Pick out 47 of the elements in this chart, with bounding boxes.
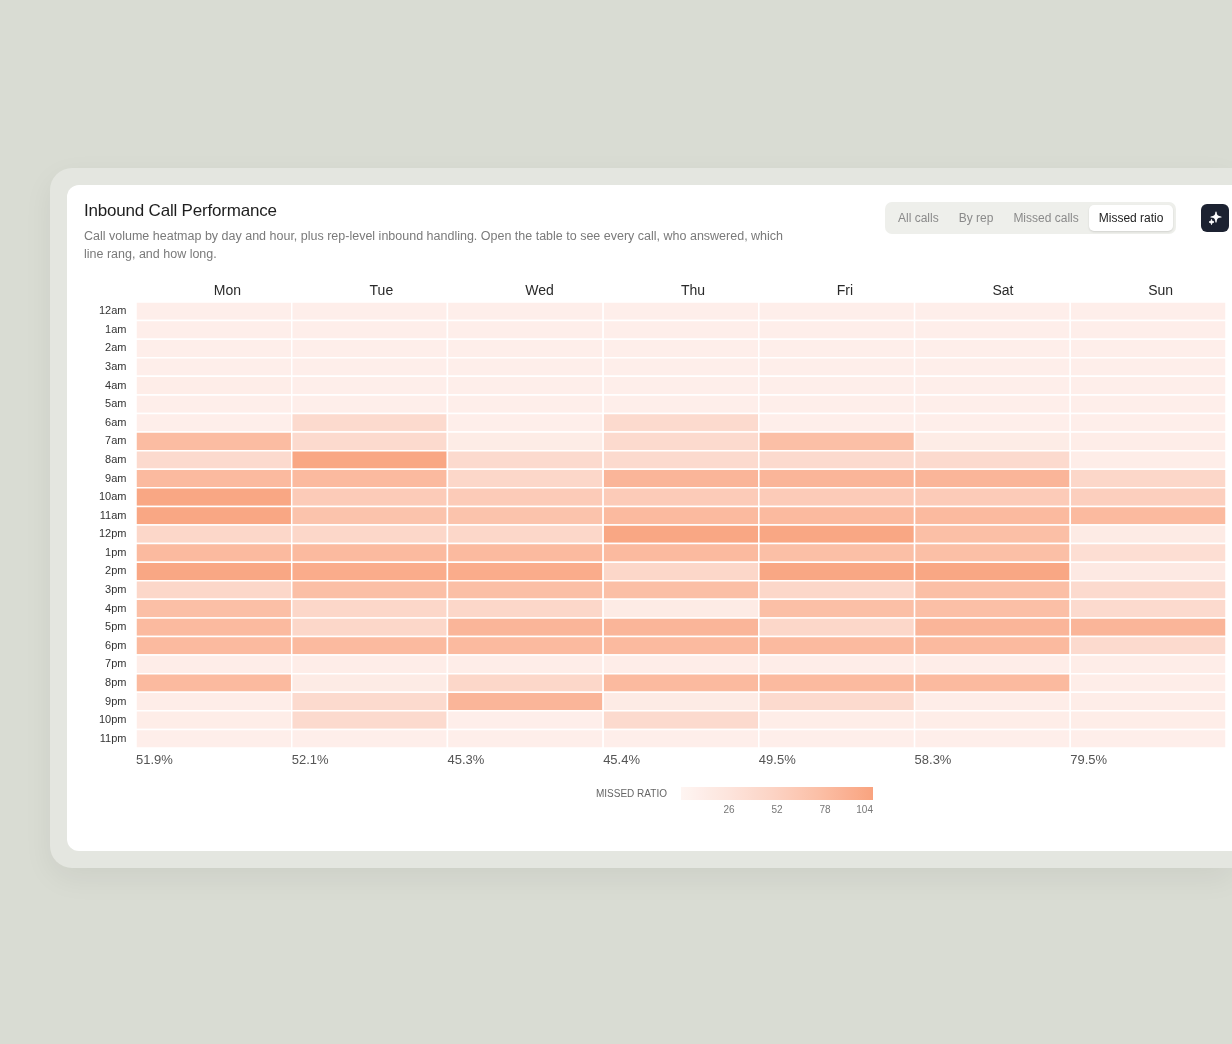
chart-subtitle: Call volume heatmap by day and hour, plus rep-level inbound handling. Open the table to see every call, who answered, which line rang, and how long. <box>84 228 785 263</box>
y-tick-label: 9am <box>105 471 127 484</box>
text: 52.1% <box>291 752 330 767</box>
y-tick-label: 8pm <box>105 675 127 688</box>
y-tick-label: 7pm <box>105 657 127 670</box>
y-tick-label: 12am <box>98 304 127 317</box>
tab-bar: All calls By rep Missed calls Missed ratio <box>885 202 1177 234</box>
color-bar-label: 26 <box>723 804 735 815</box>
color-bar-title: MISSED RATIO <box>596 788 668 799</box>
y-tick-label: 7am <box>105 434 127 447</box>
y-tick-label: 3pm <box>105 583 127 596</box>
chart-title: Inbound Call Performance <box>84 201 277 221</box>
y-tick-label: 11am <box>99 508 127 521</box>
text: 79.5% <box>1070 752 1108 767</box>
color-bar-label: 78 <box>819 804 831 815</box>
y-tick-label: 12pm <box>98 527 127 540</box>
y-tick-label: 10pm <box>98 713 127 726</box>
color-bar-label: 104 <box>856 804 874 815</box>
y-tick-label: 5am <box>105 397 127 410</box>
y-tick-label: 4pm <box>105 601 127 614</box>
y-tick-label: 6pm <box>105 638 127 651</box>
y-tick-label: 1pm <box>105 545 127 558</box>
x-tick-label: Tue <box>369 281 394 298</box>
text: 45.3% <box>447 752 485 767</box>
y-tick-label: 11pm <box>99 731 127 744</box>
y-tick-label: 5pm <box>105 620 127 633</box>
text: 51.9% <box>136 752 174 767</box>
x-tick-label: Fri <box>836 281 854 298</box>
x-tick-label: Sun <box>1148 281 1174 298</box>
x-tick-label: Sat <box>992 281 1014 298</box>
y-tick-label: 9pm <box>105 694 127 707</box>
x-tick-label: Wed <box>525 281 554 298</box>
y-tick-label: 3am <box>105 360 127 373</box>
color-bar-label: 52 <box>771 804 783 815</box>
text: 45.4% <box>603 752 641 767</box>
text: 58.3% <box>914 752 952 767</box>
x-tick-label: Thu <box>681 281 706 298</box>
y-tick-label: 8am <box>105 452 127 465</box>
y-tick-label: 1am <box>105 322 127 335</box>
tab: Missed ratio <box>1088 205 1174 231</box>
y-tick-label: 4am <box>105 378 127 391</box>
y-tick-label: 2pm <box>105 564 127 577</box>
text: 49.5% <box>758 752 797 767</box>
y-tick-label: 2am <box>105 341 127 354</box>
y-tick-label: 10am <box>98 490 127 503</box>
x-tick-label: Mon <box>213 281 242 298</box>
y-tick-label: 6am <box>105 415 127 428</box>
